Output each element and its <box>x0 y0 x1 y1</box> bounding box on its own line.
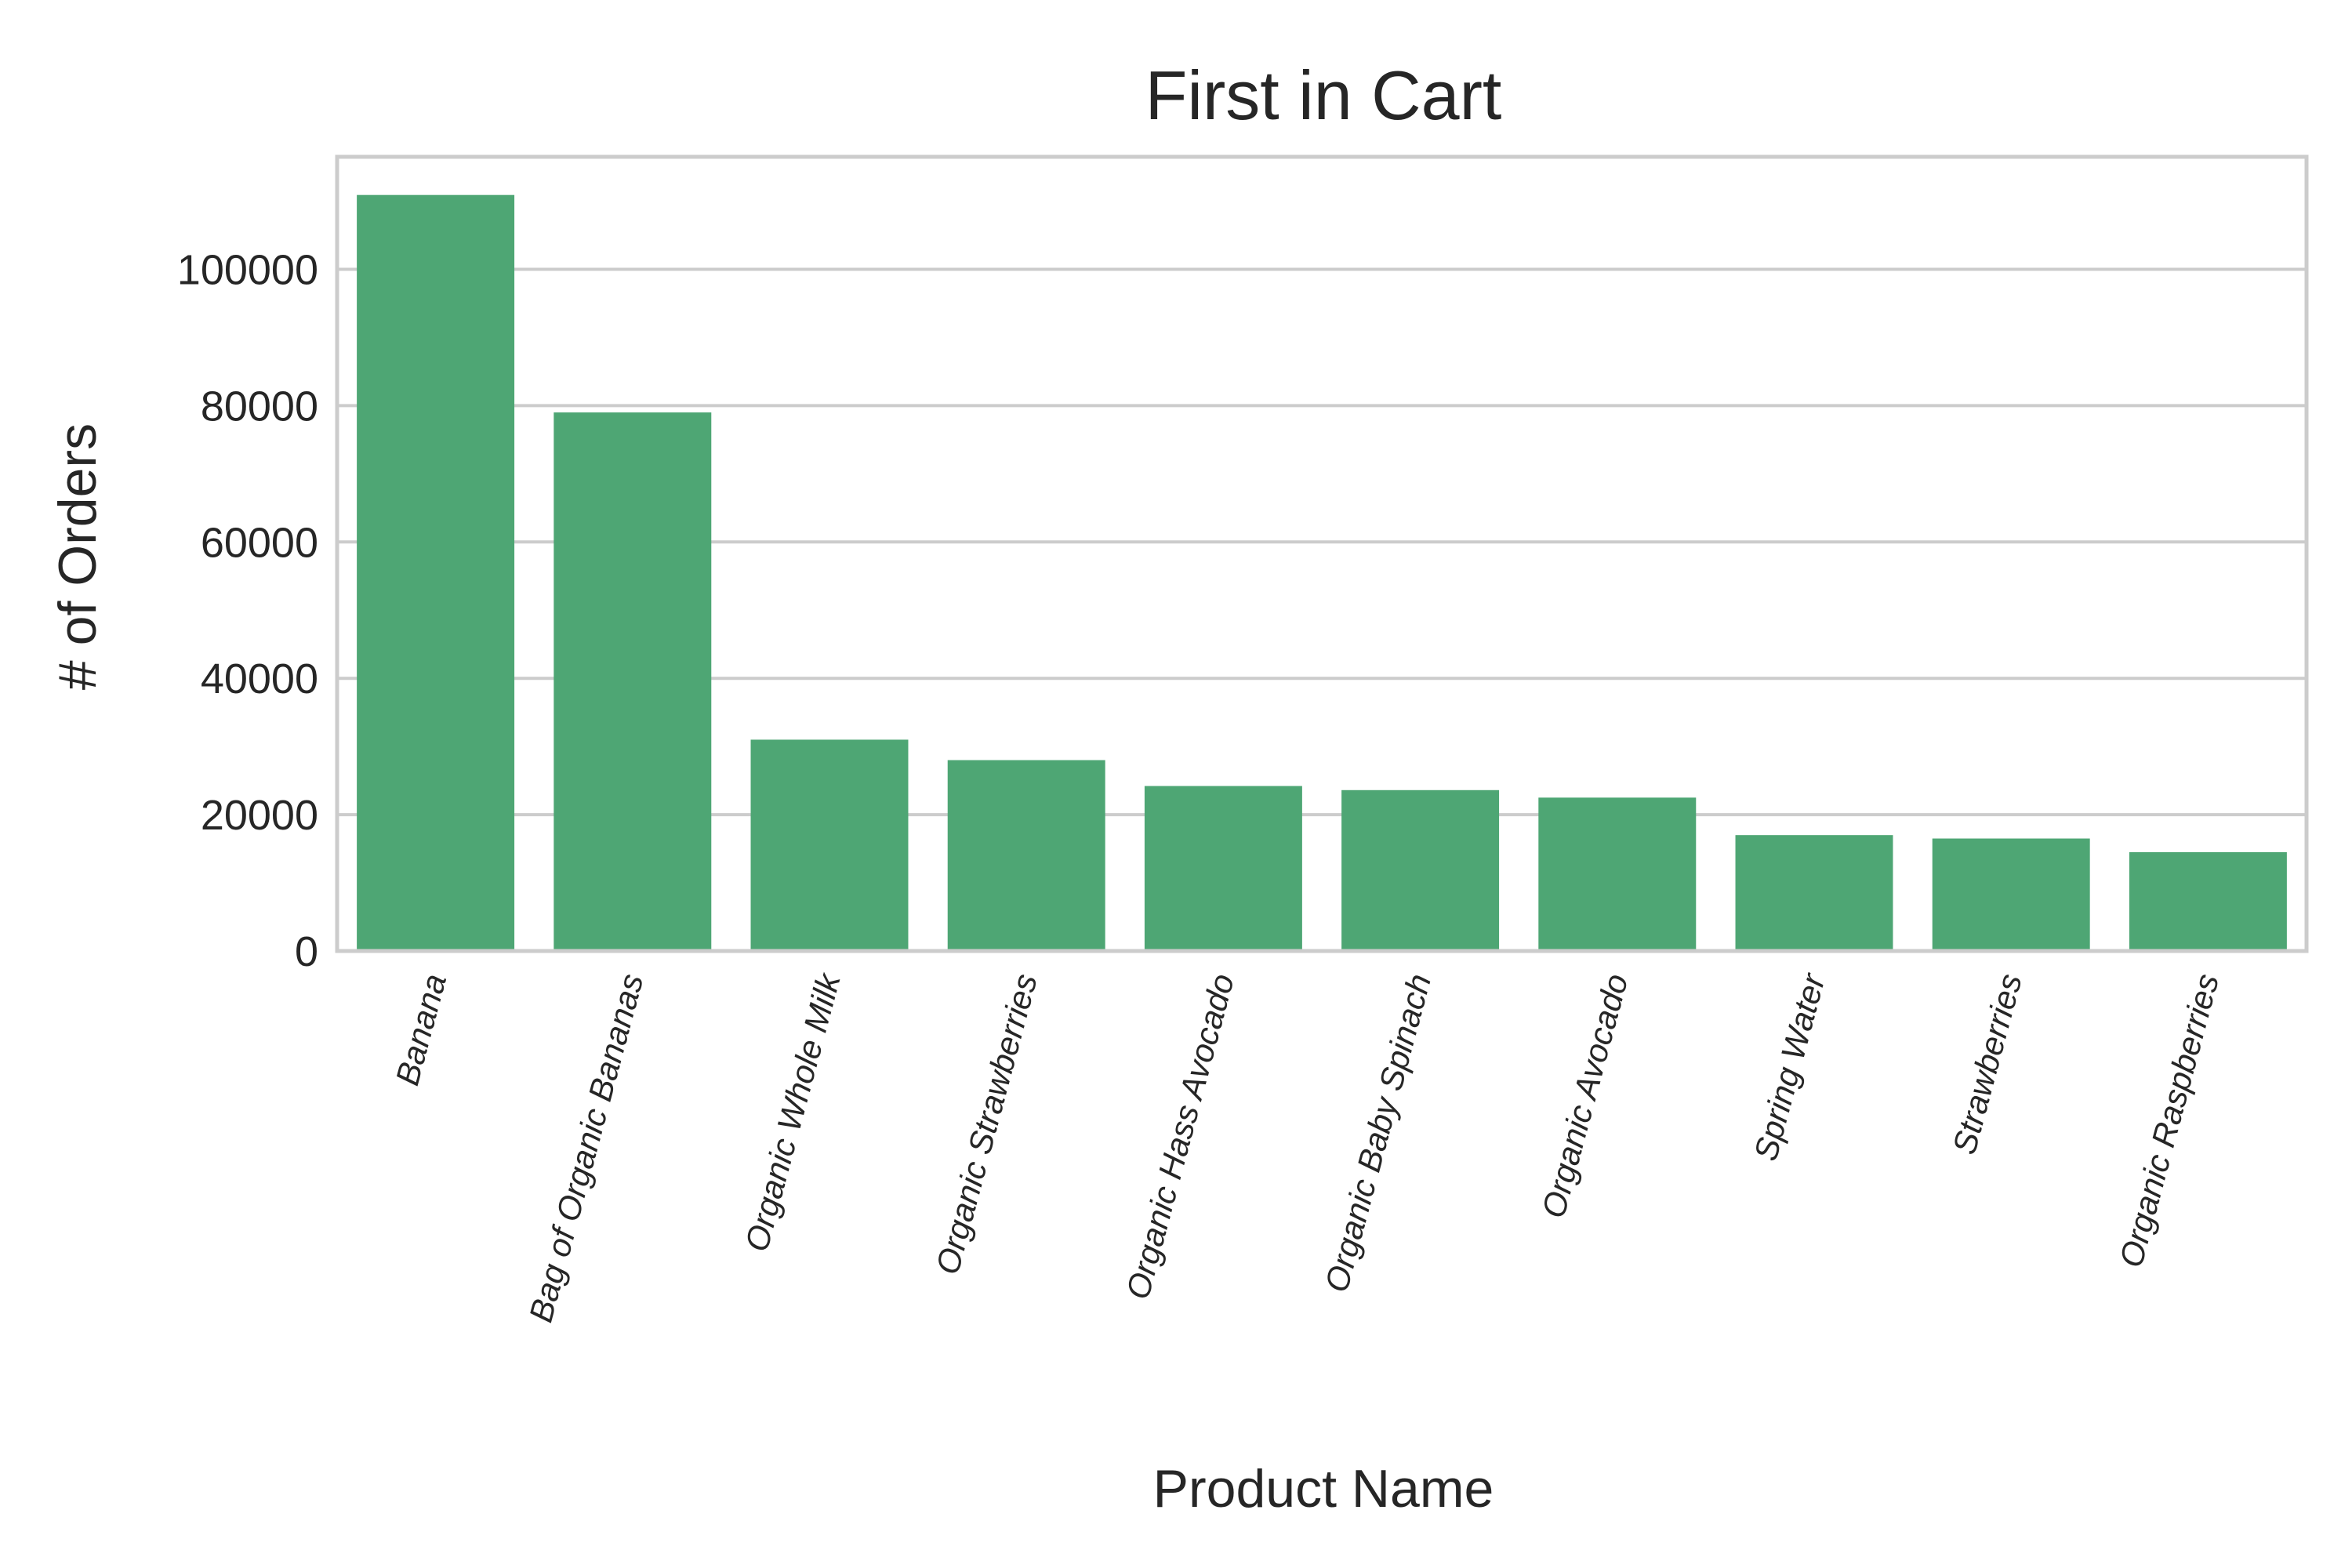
x-tick-label: Organic Strawberries <box>928 970 1044 1278</box>
chart-title: First in Cart <box>1145 56 1502 134</box>
x-tick-label: Organic Baby Spinach <box>1318 970 1439 1296</box>
y-axis-label: # of Orders <box>48 423 107 690</box>
bar <box>1538 797 1697 951</box>
x-tick-label: Organic Hass Avocado <box>1119 970 1241 1303</box>
x-tick-label: Organic Whole Milk <box>738 968 848 1255</box>
x-axis-label: Product Name <box>1153 1459 1494 1519</box>
x-tick-labels: Banana Bag of Organic Bananas Organic Whol… <box>388 968 2226 1326</box>
x-tick-label: Banana <box>388 970 453 1089</box>
bar <box>2129 851 2287 951</box>
bar <box>1932 838 2090 951</box>
x-tick-label: Strawberries <box>1945 970 2028 1158</box>
y-tick-label: 0 <box>295 928 318 975</box>
x-tick-label: Organic Raspberries <box>2112 970 2226 1271</box>
x-tick-label: Spring Water <box>1747 968 1832 1164</box>
plot-frame <box>335 154 2309 953</box>
bar <box>1341 789 1500 951</box>
y-tick-label: 40000 <box>201 655 318 702</box>
y-tick-label: 80000 <box>201 383 318 430</box>
y-tick-label: 20000 <box>201 792 318 839</box>
bar <box>1144 786 1302 951</box>
y-tick-label: 60000 <box>201 519 318 566</box>
bars <box>357 194 2287 952</box>
bar <box>1735 835 1893 951</box>
x-tick-label: Bag of Organic Bananas <box>522 970 651 1326</box>
y-tick-label: 100000 <box>177 246 318 293</box>
x-tick-label: Organic Avocado <box>1534 970 1635 1221</box>
bar <box>947 760 1105 951</box>
bar <box>750 739 909 951</box>
bar <box>357 194 515 952</box>
bar <box>554 412 712 951</box>
y-tick-labels: 0 20000 40000 60000 80000 100000 <box>177 246 318 975</box>
